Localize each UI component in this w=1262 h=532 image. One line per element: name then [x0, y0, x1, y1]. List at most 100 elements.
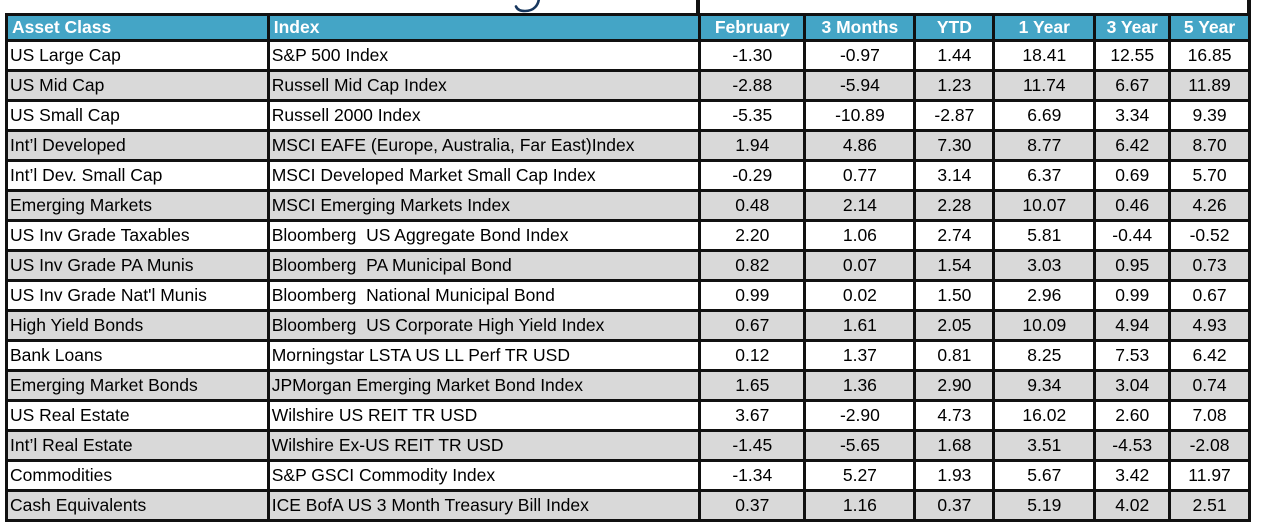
table-row: US Small Cap Russell 2000 Index -5.35 -10.8… [5, 99, 1251, 132]
value-cell-ytd: 2.90 [913, 369, 996, 402]
value-cell-five_year: 4.26 [1168, 189, 1251, 222]
value-cell-one_year: 5.67 [992, 459, 1097, 492]
index-name-cell: MSCI Developed Market Small Cap Index [266, 159, 702, 192]
value-cell-five_year: 0.73 [1168, 249, 1251, 282]
column-header-three_months: 3 Months [803, 13, 917, 42]
value-cell-february: 0.12 [698, 339, 807, 372]
value-cell-three_months: 1.61 [803, 309, 917, 342]
value-cell-ytd: 1.50 [913, 279, 996, 312]
value-cell-february: 0.67 [698, 309, 807, 342]
asset-class-cell: US Small Cap [5, 99, 270, 132]
value-cell-three_year: 3.34 [1093, 99, 1172, 132]
value-cell-three_months: -2.90 [803, 399, 917, 432]
value-cell-five_year: 2.51 [1168, 489, 1251, 522]
value-cell-february: -2.88 [698, 69, 807, 102]
table-row: US Inv Grade Taxables Bloomberg US Aggreg… [5, 219, 1251, 252]
value-cell-ytd: 0.81 [913, 339, 996, 372]
table-row: Emerging Markets MSCI Emerging Markets In… [5, 189, 1251, 222]
value-cell-three_months: 1.06 [803, 219, 917, 252]
index-name-cell: Russell Mid Cap Index [266, 69, 702, 102]
value-cell-three_months: 1.37 [803, 339, 917, 372]
asset-class-cell: Commodities [5, 459, 270, 492]
asset-class-cell: High Yield Bonds [5, 309, 270, 342]
value-cell-three_year: 0.46 [1093, 189, 1172, 222]
value-cell-three_year: -4.53 [1093, 429, 1172, 462]
value-cell-ytd: -2.87 [913, 99, 996, 132]
asset-class-performance-table: Asset Class Index February 3 Months YTD 1 Yea… [5, 13, 1251, 522]
table-row: Int’l Dev. Small Cap MSCI Developed Marke… [5, 159, 1251, 192]
value-cell-one_year: 10.09 [992, 309, 1097, 342]
cropped-gridline-february [696, 0, 701, 16]
value-cell-one_year: 3.03 [992, 249, 1097, 282]
value-cell-one_year: 2.96 [992, 279, 1097, 312]
index-name-cell: Morningstar LSTA US LL Perf TR USD [266, 339, 702, 372]
table-row: High Yield Bonds Bloomberg US Corporate H… [5, 309, 1251, 342]
value-cell-ytd: 1.23 [913, 69, 996, 102]
value-cell-five_year: 16.85 [1168, 39, 1251, 72]
asset-class-cell: US Inv Grade Taxables [5, 219, 270, 252]
table-row: US Inv Grade PA Munis Bloomberg PA Munici… [5, 249, 1251, 282]
value-cell-three_year: 0.95 [1093, 249, 1172, 282]
value-cell-three_months: -0.97 [803, 39, 917, 72]
value-cell-three_year: 0.69 [1093, 159, 1172, 192]
asset-class-cell: Int’l Developed [5, 129, 270, 162]
value-cell-five_year: 0.74 [1168, 369, 1251, 402]
header-row: Asset Class Index February 3 Months YTD 1 Yea… [5, 13, 1251, 42]
asset-class-cell: Int’l Real Estate [5, 429, 270, 462]
cropped-title-descender-icon [514, 0, 541, 13]
index-name-cell: Russell 2000 Index [266, 99, 702, 132]
value-cell-ytd: 1.54 [913, 249, 996, 282]
table-row: Emerging Market Bonds JPMorgan Emerging M… [5, 369, 1251, 402]
asset-class-cell: Int’l Dev. Small Cap [5, 159, 270, 192]
value-cell-three_months: 4.86 [803, 129, 917, 162]
value-cell-three_year: 6.67 [1093, 69, 1172, 102]
table-body: US Large Cap S&P 500 Index -1.30 -0.97 1.44 1… [5, 39, 1251, 522]
value-cell-three_year: 4.94 [1093, 309, 1172, 342]
value-cell-ytd: 2.74 [913, 219, 996, 252]
value-cell-one_year: 8.25 [992, 339, 1097, 372]
value-cell-ytd: 0.37 [913, 489, 996, 522]
value-cell-one_year: 6.37 [992, 159, 1097, 192]
value-cell-february: 0.82 [698, 249, 807, 282]
value-cell-five_year: -2.08 [1168, 429, 1251, 462]
value-cell-five_year: 7.08 [1168, 399, 1251, 432]
value-cell-february: 2.20 [698, 219, 807, 252]
asset-class-cell: Bank Loans [5, 339, 270, 372]
value-cell-five_year: 4.93 [1168, 309, 1251, 342]
table-header: Asset Class Index February 3 Months YTD 1 Yea… [5, 13, 1251, 42]
asset-class-cell: US Inv Grade Nat'l Munis [5, 279, 270, 312]
value-cell-three_year: 12.55 [1093, 39, 1172, 72]
column-header-asset_class: Asset Class [5, 13, 270, 42]
value-cell-ytd: 3.14 [913, 159, 996, 192]
value-cell-three_year: 3.42 [1093, 459, 1172, 492]
value-cell-three_year: 3.04 [1093, 369, 1172, 402]
table-row: US Mid Cap Russell Mid Cap Index -2.88 -5.9… [5, 69, 1251, 102]
value-cell-five_year: 8.70 [1168, 129, 1251, 162]
value-cell-five_year: -0.52 [1168, 219, 1251, 252]
value-cell-three_year: 4.02 [1093, 489, 1172, 522]
value-cell-one_year: 5.81 [992, 219, 1097, 252]
value-cell-ytd: 1.68 [913, 429, 996, 462]
value-cell-one_year: 11.74 [992, 69, 1097, 102]
asset-class-cell: US Mid Cap [5, 69, 270, 102]
value-cell-three_months: -5.65 [803, 429, 917, 462]
asset-class-cell: Emerging Markets [5, 189, 270, 222]
index-name-cell: MSCI Emerging Markets Index [266, 189, 702, 222]
value-cell-one_year: 9.34 [992, 369, 1097, 402]
column-header-index: Index [266, 13, 702, 42]
value-cell-february: 3.67 [698, 399, 807, 432]
table-row: Bank Loans Morningstar LSTA US LL Perf TR… [5, 339, 1251, 372]
value-cell-ytd: 4.73 [913, 399, 996, 432]
value-cell-three_months: 0.07 [803, 249, 917, 282]
table-row: US Large Cap S&P 500 Index -1.30 -0.97 1.44 1… [5, 39, 1251, 72]
value-cell-february: 1.65 [698, 369, 807, 402]
value-cell-february: -1.45 [698, 429, 807, 462]
value-cell-three_months: 2.14 [803, 189, 917, 222]
value-cell-february: -1.30 [698, 39, 807, 72]
value-cell-three_year: 6.42 [1093, 129, 1172, 162]
value-cell-five_year: 9.39 [1168, 99, 1251, 132]
value-cell-one_year: 10.07 [992, 189, 1097, 222]
asset-class-cell: US Large Cap [5, 39, 270, 72]
index-name-cell: S&P GSCI Commodity Index [266, 459, 702, 492]
